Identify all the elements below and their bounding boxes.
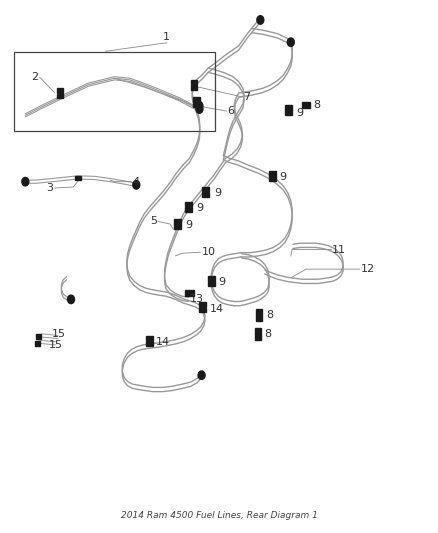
Text: 9: 9 [279, 172, 286, 182]
Bar [185, 207, 192, 212]
Bar [285, 110, 292, 115]
Bar [174, 224, 181, 229]
Bar [268, 171, 276, 175]
Bar [202, 187, 209, 191]
Text: 9: 9 [214, 188, 221, 198]
Bar [57, 94, 63, 98]
Text: 15: 15 [51, 329, 65, 339]
Circle shape [196, 105, 203, 114]
Bar [74, 175, 81, 180]
Bar [268, 176, 276, 181]
Text: 15: 15 [49, 340, 63, 350]
Bar [199, 308, 206, 312]
Circle shape [196, 102, 203, 110]
Text: 8: 8 [313, 100, 320, 110]
Circle shape [287, 38, 294, 46]
Bar [285, 105, 292, 110]
Circle shape [133, 181, 140, 189]
Bar [256, 310, 262, 321]
Text: 2: 2 [31, 72, 39, 82]
Bar [199, 302, 206, 307]
Text: 14: 14 [209, 304, 223, 314]
Text: 9: 9 [297, 108, 304, 118]
Bar [193, 97, 200, 102]
Text: 10: 10 [201, 247, 215, 257]
Text: 2014 Ram 4500 Fuel Lines, Rear Diagram 1: 2014 Ram 4500 Fuel Lines, Rear Diagram 1 [120, 511, 318, 520]
Text: 1: 1 [163, 31, 170, 42]
Bar [14, 52, 215, 131]
Circle shape [257, 15, 264, 24]
Bar [146, 341, 153, 346]
Text: 3: 3 [46, 183, 53, 193]
Text: 6: 6 [228, 106, 235, 116]
Bar [57, 88, 63, 93]
Text: 7: 7 [243, 92, 250, 102]
Bar [36, 334, 41, 338]
Text: 12: 12 [360, 264, 374, 274]
Text: 5: 5 [150, 216, 157, 227]
Text: 8: 8 [266, 310, 273, 320]
Bar [146, 336, 153, 341]
Bar [191, 79, 198, 84]
Text: 9: 9 [218, 277, 225, 287]
Bar [208, 276, 215, 280]
Bar [193, 102, 200, 107]
Circle shape [67, 295, 74, 304]
Text: 11: 11 [332, 245, 346, 255]
Text: 8: 8 [265, 329, 272, 339]
Bar [208, 281, 215, 286]
Circle shape [198, 371, 205, 379]
Bar [174, 219, 181, 224]
Text: 9: 9 [185, 220, 192, 230]
Text: 9: 9 [196, 203, 204, 213]
Circle shape [22, 177, 29, 186]
Bar [202, 192, 209, 197]
Bar [302, 102, 310, 108]
Bar [185, 289, 194, 296]
Text: 4: 4 [132, 176, 139, 187]
Bar [35, 341, 40, 345]
Text: 13: 13 [189, 294, 203, 304]
Bar [255, 328, 261, 340]
Bar [185, 201, 192, 206]
Text: 14: 14 [156, 337, 170, 348]
Bar [191, 85, 198, 90]
